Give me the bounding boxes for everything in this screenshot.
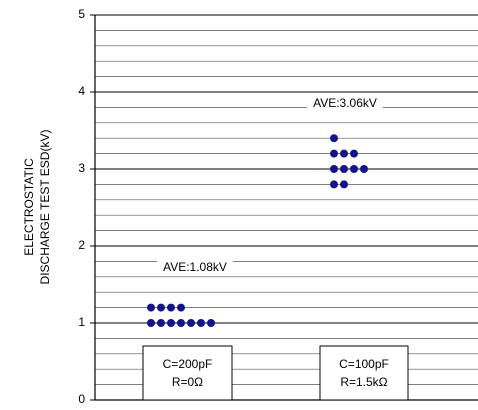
y-tick-label: 1 [78,315,85,329]
dot [330,134,338,143]
dot [360,165,368,173]
category-box [319,345,409,401]
dot [350,149,358,158]
dot [350,165,358,173]
dot [330,165,338,173]
dot [147,319,155,327]
dot [147,303,155,312]
category-label: C=100pF [339,357,389,371]
y-axis-title-line: ELECTROSTATIC [22,158,36,256]
dot [157,303,165,312]
dot [177,319,185,327]
annotation: AVE:1.08kV [163,260,227,274]
dot [167,319,175,327]
dot [340,149,348,158]
y-tick-label: 5 [78,7,85,21]
dot [187,319,195,327]
dot [177,303,185,312]
y-axis-title: ELECTROSTATIC DISCHARGE TEST ESD(kV) [22,130,52,285]
category-label: C=200pF [163,357,213,371]
dot [330,149,338,158]
category-box [142,345,233,401]
dot [197,319,205,327]
dot [167,303,175,312]
y-tick-label: 2 [78,238,85,252]
annotation: AVE:3.06kV [313,96,377,110]
dot [330,180,338,189]
annotation-bg [157,258,233,277]
dot [340,165,348,173]
y-tick-label: 3 [78,161,85,175]
category-label: R=0Ω [172,375,203,389]
annotation-bg [307,94,383,113]
dot [340,180,348,189]
category-label: R=1.5kΩ [340,375,387,389]
y-tick-label: 4 [78,84,85,98]
dot [157,319,165,327]
y-axis-title-line: DISCHARGE TEST ESD(kV) [38,130,52,285]
dot [207,319,215,327]
y-tick-label: 0 [78,392,85,406]
